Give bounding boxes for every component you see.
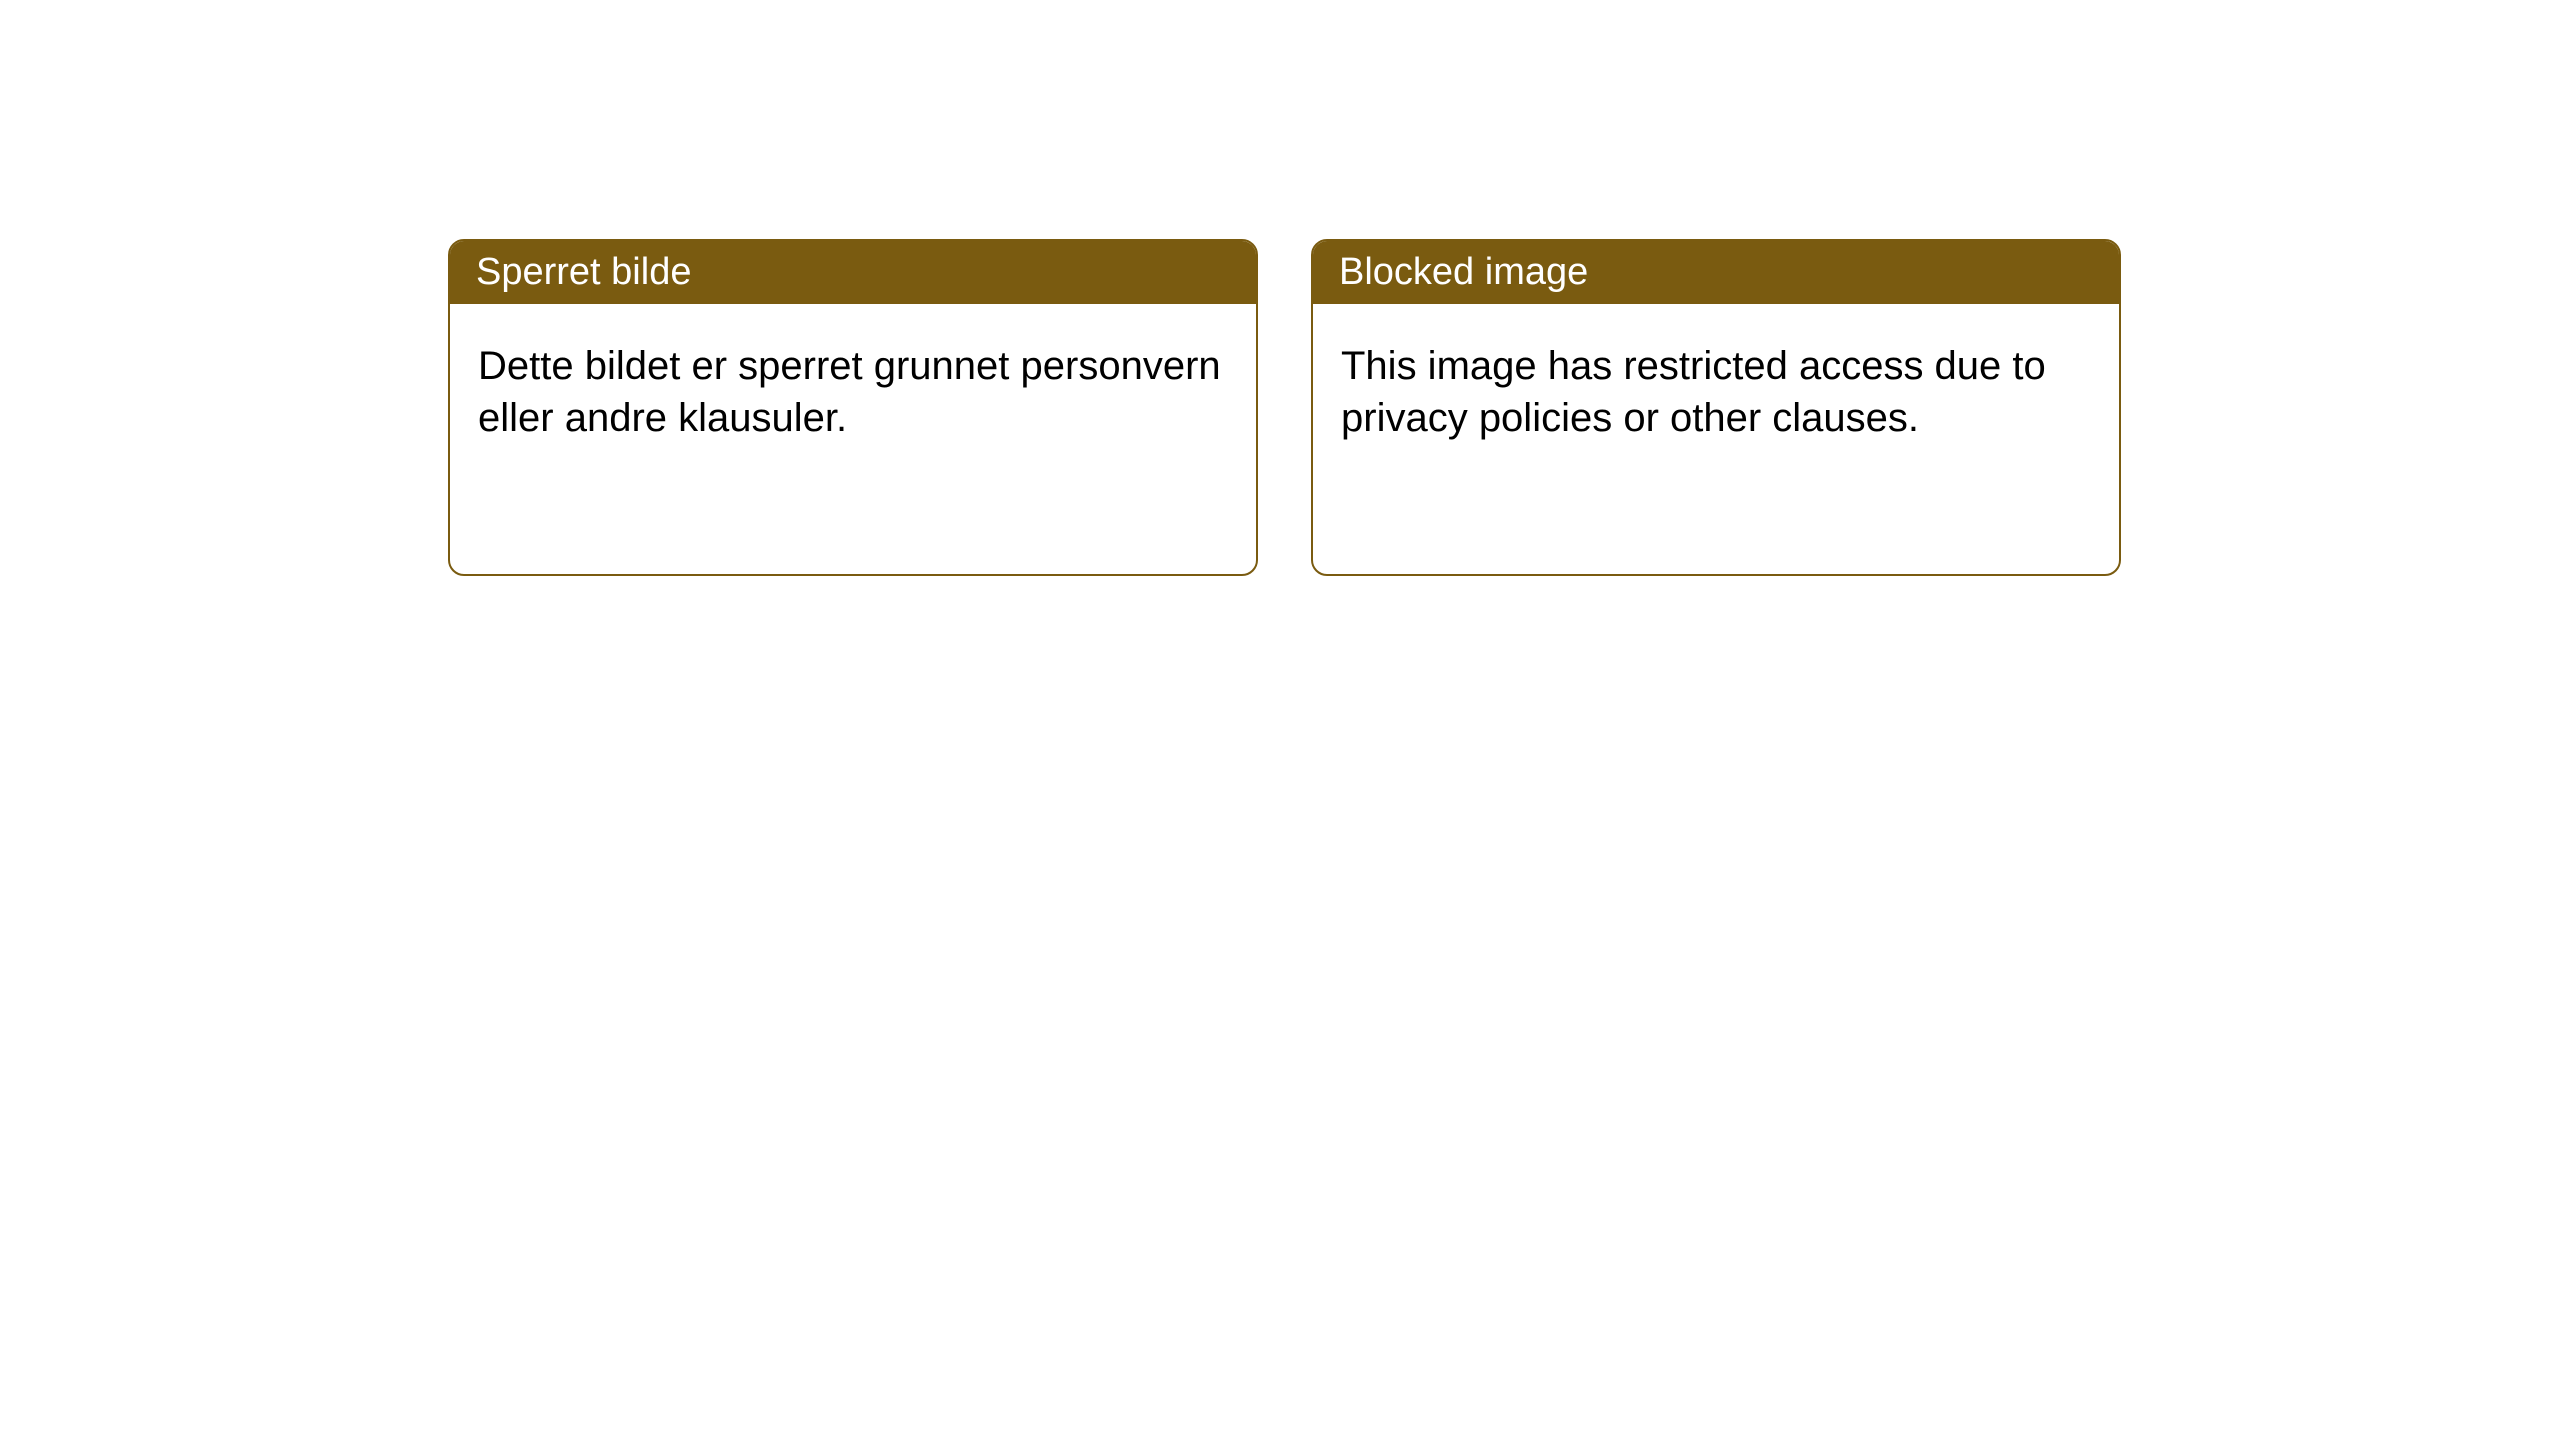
card-header: Blocked image — [1313, 241, 2119, 304]
card-body: This image has restricted access due to … — [1313, 304, 2119, 480]
card-body-text: Dette bildet er sperret grunnet personve… — [478, 344, 1221, 440]
card-body: Dette bildet er sperret grunnet personve… — [450, 304, 1256, 480]
card-title: Blocked image — [1339, 251, 1588, 293]
card-title: Sperret bilde — [476, 251, 691, 293]
card-header: Sperret bilde — [450, 241, 1256, 304]
card-body-text: This image has restricted access due to … — [1341, 344, 2046, 440]
notice-card-norwegian: Sperret bilde Dette bildet er sperret gr… — [448, 239, 1258, 576]
notice-card-english: Blocked image This image has restricted … — [1311, 239, 2121, 576]
notice-cards-container: Sperret bilde Dette bildet er sperret gr… — [448, 239, 2560, 576]
